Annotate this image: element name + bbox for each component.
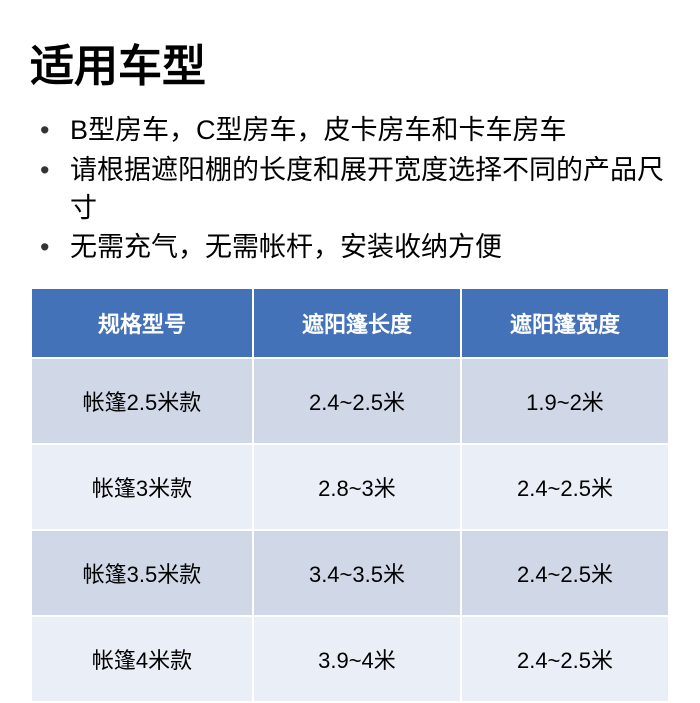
table-cell: 1.9~2米 (461, 358, 669, 444)
table-cell: 2.4~2.5米 (461, 444, 669, 530)
bullet-item: B型房车，C型房车，皮卡房车和卡车房车 (40, 112, 670, 150)
table-row: 帐篷3米款 2.8~3米 2.4~2.5米 (31, 444, 669, 530)
spec-table: 规格型号 遮阳篷长度 遮阳篷宽度 帐篷2.5米款 2.4~2.5米 1.9~2米… (30, 287, 670, 703)
table-cell: 2.4~2.5米 (461, 616, 669, 702)
table-cell: 帐篷4米款 (31, 616, 253, 702)
table-cell: 2.8~3米 (253, 444, 461, 530)
table-cell: 3.4~3.5米 (253, 530, 461, 616)
table-row: 帐篷2.5米款 2.4~2.5米 1.9~2米 (31, 358, 669, 444)
table-header-row: 规格型号 遮阳篷长度 遮阳篷宽度 (31, 288, 669, 358)
table-cell: 帐篷3米款 (31, 444, 253, 530)
table-row: 帐篷4米款 3.9~4米 2.4~2.5米 (31, 616, 669, 702)
table-header-cell: 遮阳篷宽度 (461, 288, 669, 358)
table-row: 帐篷3.5米款 3.4~3.5米 2.4~2.5米 (31, 530, 669, 616)
page-title: 适用车型 (30, 30, 670, 94)
table-cell: 帐篷2.5米款 (31, 358, 253, 444)
table-header-cell: 规格型号 (31, 288, 253, 358)
table-cell: 帐篷3.5米款 (31, 530, 253, 616)
bullet-item: 无需充气，无需帐杆，安装收纳方便 (40, 229, 670, 267)
table-cell: 2.4~2.5米 (461, 530, 669, 616)
bullet-list: B型房车，C型房车，皮卡房车和卡车房车 请根据遮阳棚的长度和展开宽度选择不同的产… (30, 112, 670, 267)
table-header-cell: 遮阳篷长度 (253, 288, 461, 358)
bullet-item: 请根据遮阳棚的长度和展开宽度选择不同的产品尺寸 (40, 152, 670, 228)
table-cell: 3.9~4米 (253, 616, 461, 702)
table-cell: 2.4~2.5米 (253, 358, 461, 444)
